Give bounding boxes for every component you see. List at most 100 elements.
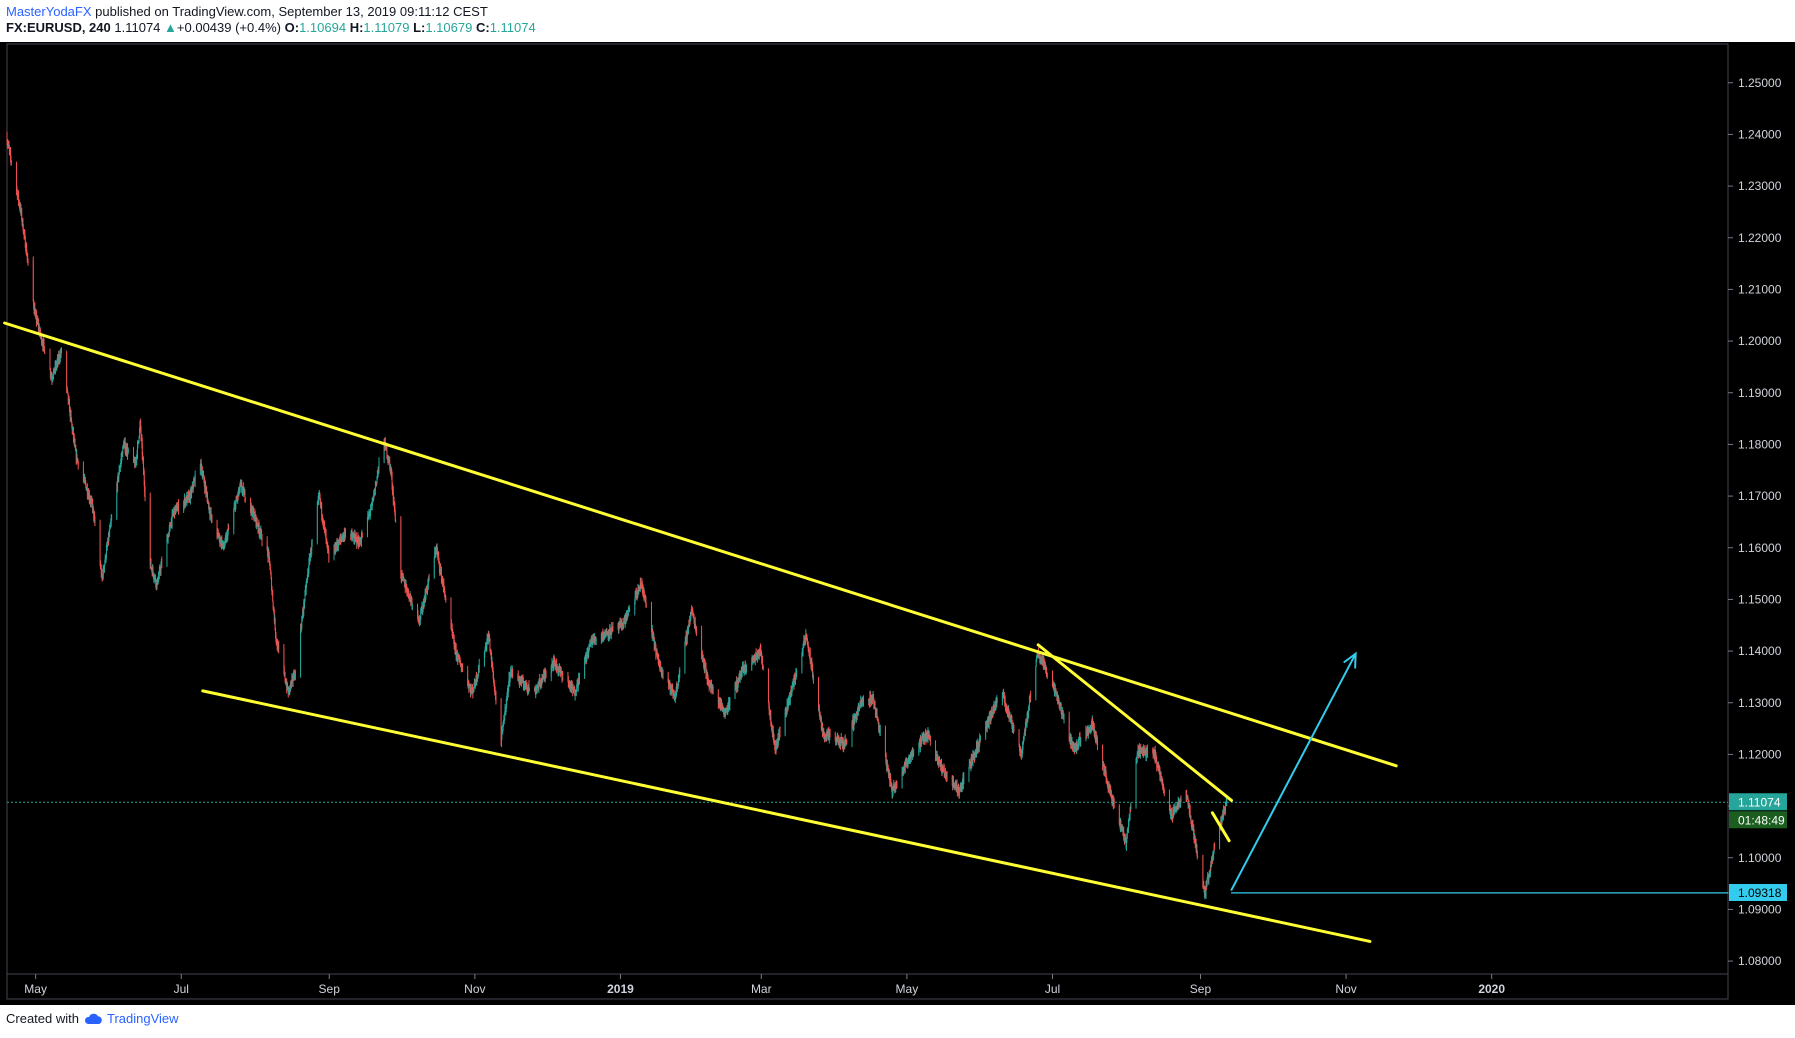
candle-body — [511, 669, 512, 677]
candle-body — [1118, 806, 1120, 824]
price-label-box — [1729, 811, 1787, 829]
candle-body — [1043, 660, 1045, 668]
chart-background — [0, 42, 1795, 1005]
candle-body — [494, 691, 496, 694]
candle-body — [1001, 696, 1003, 702]
candle-body — [43, 346, 45, 354]
candle-body — [133, 449, 134, 461]
candle-body — [1129, 807, 1131, 818]
candle-body — [968, 762, 970, 768]
candle-body — [504, 713, 506, 721]
candle-body — [1213, 853, 1215, 855]
candle-body — [729, 697, 731, 707]
candle-body — [643, 592, 645, 597]
candle-body — [137, 444, 138, 456]
candle-body — [294, 672, 296, 680]
candle-body — [268, 553, 270, 557]
candle-body — [807, 639, 808, 643]
candle-body — [32, 260, 34, 301]
price-axis[interactable]: 1.25000 1.24000 1.23000 1.22000 1.21000 1.200… — [1728, 76, 1782, 968]
candle-body — [1196, 848, 1198, 852]
candle-body — [1010, 716, 1012, 721]
candle-body — [1023, 732, 1025, 736]
candle-body — [66, 351, 68, 388]
candle-body — [67, 393, 69, 402]
candle-body — [539, 679, 541, 681]
candle-body — [356, 538, 358, 544]
candle-body — [328, 552, 330, 560]
candle-body — [386, 448, 388, 457]
candle-body — [374, 488, 375, 496]
candle-body — [962, 779, 963, 787]
tradingview-link[interactable]: TradingView — [106, 1011, 179, 1026]
footer: Created with TradingView — [6, 1011, 179, 1026]
candle-body — [244, 491, 246, 500]
candle-body — [577, 684, 579, 687]
candle-body — [856, 714, 858, 718]
published-text: published on TradingView.com, September … — [91, 4, 488, 19]
price-label-text: 1.09318 — [1738, 886, 1782, 900]
candle-body — [18, 193, 19, 201]
candle-body — [612, 627, 614, 629]
candle-body — [1128, 819, 1130, 822]
candle-body — [85, 482, 87, 486]
candle-body — [794, 675, 796, 679]
price-tick-label: 1.19000 — [1738, 386, 1782, 400]
candle-body — [166, 538, 168, 565]
candle-body — [417, 604, 418, 614]
candle-body — [233, 510, 235, 530]
candle-body — [327, 544, 329, 549]
price-labels: 1.11074 01:48:49 1.09318 — [1729, 793, 1787, 901]
candle-body — [634, 601, 636, 611]
candle-body — [235, 498, 237, 503]
candle-body — [108, 534, 110, 541]
candle-body — [540, 680, 542, 684]
candle-body — [1130, 806, 1132, 809]
author-link[interactable]: MasterYodaFX — [6, 4, 92, 19]
candle-body — [44, 353, 46, 354]
candle-body — [117, 477, 118, 489]
candle-body — [473, 687, 475, 689]
candle-body — [138, 437, 140, 441]
projection-arrow — [1230, 652, 1357, 891]
price-chart[interactable]: 1.25000 1.24000 1.23000 1.22000 1.21000 1.200… — [0, 42, 1795, 1005]
candle-body — [562, 675, 564, 677]
candle-body — [272, 601, 274, 608]
candle-body — [1030, 694, 1032, 697]
candle-body — [1221, 815, 1223, 821]
price-tick-label: 1.15000 — [1738, 592, 1782, 606]
candle-body — [1013, 728, 1015, 730]
candle-body — [1097, 738, 1098, 745]
candle-body — [82, 465, 84, 479]
candle-body — [1102, 744, 1104, 766]
candle-body — [244, 499, 246, 501]
candle-body — [149, 497, 151, 565]
candle-body — [227, 528, 229, 533]
candle-body — [896, 785, 898, 786]
time-axis[interactable]: May Jul Sep Nov 2019 Mar May Jul Sep Nov 2020 — [24, 974, 1505, 996]
candle-body — [383, 439, 385, 463]
candle-body — [1171, 812, 1173, 815]
candle-body — [1124, 839, 1126, 842]
candle-body — [1190, 815, 1192, 823]
candle-body — [483, 653, 485, 665]
candle-body — [645, 599, 647, 605]
candle-body — [144, 491, 146, 498]
candle-body — [1095, 732, 1097, 740]
candle-body — [751, 662, 753, 669]
candle-body — [316, 506, 318, 542]
candle-body — [1196, 851, 1198, 857]
candle-body — [333, 548, 335, 560]
candle-body — [487, 634, 489, 642]
candle-body — [304, 592, 306, 601]
candle-body — [506, 697, 508, 704]
candle-body — [158, 570, 160, 576]
price-tick-label: 1.10000 — [1738, 851, 1782, 865]
candle-body — [746, 668, 747, 670]
candle-body — [545, 674, 547, 678]
candle-body — [784, 712, 786, 735]
candle-body — [874, 704, 876, 709]
candle-body — [1059, 705, 1061, 709]
time-tick-label: Sep — [319, 982, 341, 996]
candle-body — [542, 679, 544, 682]
